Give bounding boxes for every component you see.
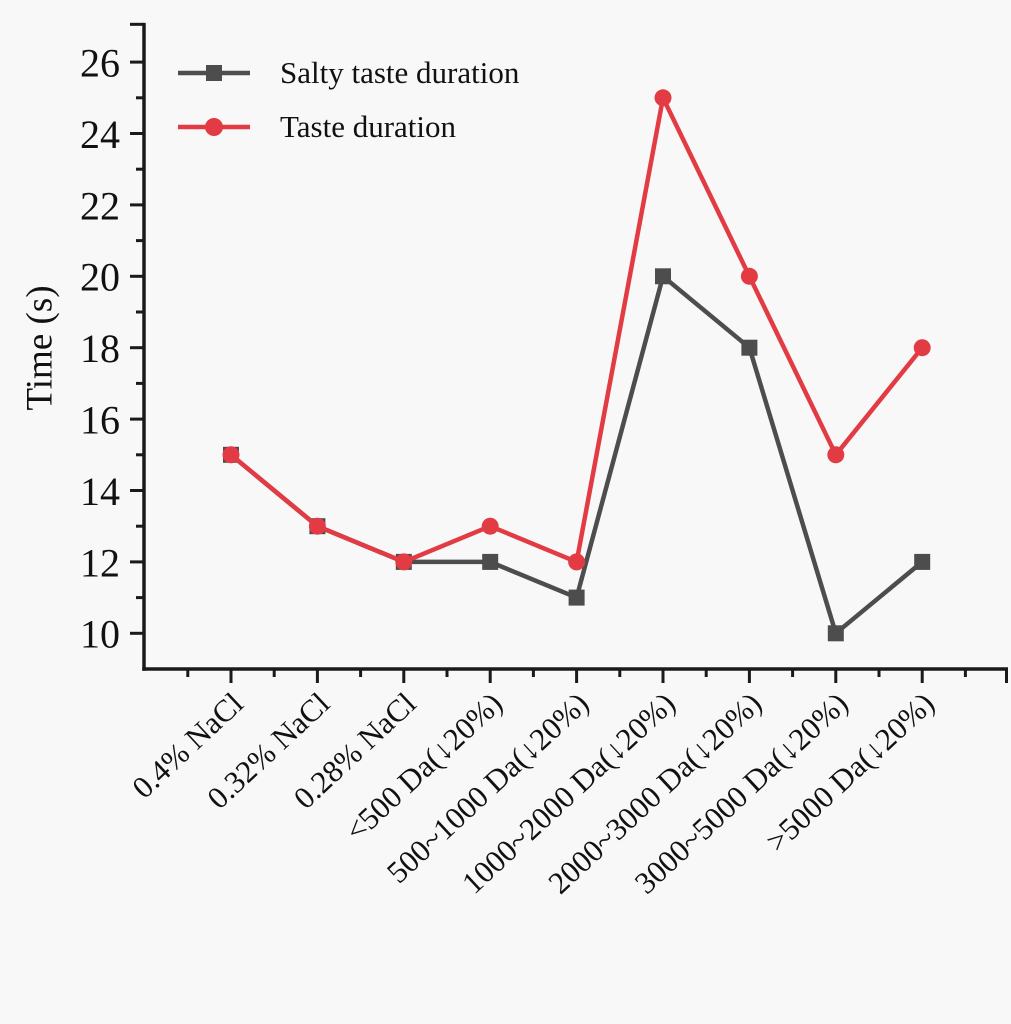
legend-label-salty-taste-duration: Salty taste duration [280,55,520,90]
y-tick-label: 16 [80,398,120,443]
data-point-marker [740,267,758,285]
data-point-marker [914,553,931,570]
data-point-marker [308,517,326,535]
legend-label-taste-duration: Taste duration [280,109,457,144]
data-point-marker [741,339,758,356]
data-point-marker [827,446,845,464]
y-tick-label: 10 [80,612,120,657]
data-point-marker [655,268,671,285]
y-axis-title: Time (s) [19,285,61,411]
data-point-marker [395,553,413,571]
legend-item-salty-taste-duration: Salty taste duration [177,46,519,100]
data-point-marker [568,553,586,571]
legend-item-taste-duration: Taste duration [177,100,519,154]
legend: Salty taste duration Taste duration [177,46,519,154]
y-tick-label: 12 [80,540,120,585]
data-point-marker [568,589,585,606]
data-point-marker [827,625,844,642]
y-tick-label: 22 [80,183,120,228]
data-point-marker [482,553,499,570]
data-point-marker [222,446,240,464]
data-point-marker [654,89,672,107]
data-point-marker [913,339,931,357]
y-tick-label: 18 [80,326,120,371]
y-tick-label: 24 [80,112,120,157]
legend-marker-circle-icon [178,118,250,136]
data-point-marker [481,517,499,535]
y-tick-label: 14 [80,469,120,514]
series-line-0 [229,274,924,636]
legend-marker-square-icon [178,65,250,81]
y-tick-label: 20 [80,255,120,300]
y-tick-label: 26 [80,41,120,86]
series-line-1 [229,95,924,565]
